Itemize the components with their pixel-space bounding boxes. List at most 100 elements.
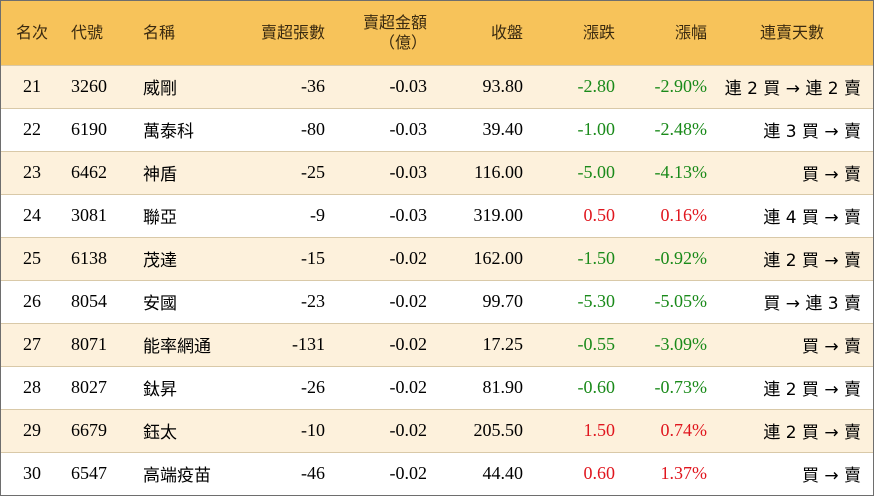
cell-code: 3081: [63, 193, 135, 237]
cell-streak: 買 → 賣: [715, 451, 873, 495]
table-row: 22 6190 萬泰科 -80 -0.03 39.40 -1.00 -2.48% 連 3 買 →…: [1, 107, 873, 151]
cell-code: 8071: [63, 322, 135, 366]
table-row: 29 6679 鈺太 -10 -0.02 205.50 1.50 0.74% 連 2 買 → 賣: [1, 408, 873, 452]
header-change-pct: 漲幅: [674, 22, 707, 42]
cell-code: 6547: [63, 451, 135, 495]
cell-code: 8027: [63, 365, 135, 409]
cell-change: -0.60: [531, 365, 623, 409]
cell-change-pct: -5.05%: [623, 279, 715, 323]
cell-name: 茂達: [135, 236, 229, 280]
cell-close: 319.00: [435, 193, 531, 237]
cell-net-sell-amount: -0.02: [333, 322, 435, 366]
cell-change-pct: -2.90%: [623, 64, 715, 108]
header-close: 收盤: [490, 22, 523, 42]
cell-code: 6190: [63, 107, 135, 151]
cell-streak: 買 → 賣: [715, 150, 873, 194]
cell-net-sell-amount: -0.02: [333, 365, 435, 409]
header-change: 漲跌: [582, 22, 615, 42]
header-rank: 名次: [15, 22, 48, 42]
cell-close: 81.90: [435, 365, 531, 409]
cell-change: 1.50: [531, 408, 623, 452]
cell-rank: 23: [1, 150, 63, 194]
header-net-sell-amount: 賣超金額 （億）: [333, 1, 435, 65]
cell-name: 鈺太: [135, 408, 229, 452]
cell-net-sell-lots: -131: [229, 322, 333, 366]
cell-change-pct: -0.73%: [623, 365, 715, 409]
cell-net-sell-lots: -26: [229, 365, 333, 409]
header-net-sell-lots: 賣超張數: [260, 22, 325, 42]
header-net-sell-amount-label: 賣超金額: [362, 12, 427, 32]
cell-change: -1.50: [531, 236, 623, 280]
cell-code: 6462: [63, 150, 135, 194]
cell-rank: 29: [1, 408, 63, 452]
cell-net-sell-amount: -0.02: [333, 408, 435, 452]
cell-name: 聯亞: [135, 193, 229, 237]
cell-change: -2.80: [531, 64, 623, 108]
cell-code: 6138: [63, 236, 135, 280]
cell-streak: 連 2 買 → 賣: [715, 408, 873, 452]
cell-net-sell-lots: -10: [229, 408, 333, 452]
cell-net-sell-lots: -46: [229, 451, 333, 495]
cell-change-pct: 1.37%: [623, 451, 715, 495]
table-row: 30 6547 高端疫苗 -46 -0.02 44.40 0.60 1.37% 買 → 賣: [1, 451, 873, 495]
cell-change-pct: 0.74%: [623, 408, 715, 452]
table-row: 23 6462 神盾 -25 -0.03 116.00 -5.00 -4.13% 買 → 賣: [1, 150, 873, 194]
cell-close: 205.50: [435, 408, 531, 452]
cell-net-sell-amount: -0.03: [333, 64, 435, 108]
cell-rank: 26: [1, 279, 63, 323]
cell-change-pct: -2.48%: [623, 107, 715, 151]
cell-code: 8054: [63, 279, 135, 323]
cell-name: 神盾: [135, 150, 229, 194]
header-net-sell-amount-unit: （億）: [378, 32, 427, 52]
cell-code: 3260: [63, 64, 135, 108]
cell-streak: 連 2 買 → 連 2 賣: [715, 64, 873, 108]
cell-close: 116.00: [435, 150, 531, 194]
cell-name: 鈦昇: [135, 365, 229, 409]
table-header: 名次 代號 名稱 賣超張數 賣超金額 （億） 收盤 漲跌 漲幅 連賣天數: [1, 1, 873, 65]
cell-rank: 21: [1, 64, 63, 108]
cell-net-sell-amount: -0.03: [333, 193, 435, 237]
cell-close: 93.80: [435, 64, 531, 108]
cell-net-sell-lots: -23: [229, 279, 333, 323]
cell-streak: 買 → 連 3 賣: [715, 279, 873, 323]
cell-code: 6679: [63, 408, 135, 452]
table-row: 24 3081 聯亞 -9 -0.03 319.00 0.50 0.16% 連 4 買 → 賣: [1, 193, 873, 237]
cell-change: -1.00: [531, 107, 623, 151]
cell-rank: 27: [1, 322, 63, 366]
cell-net-sell-lots: -25: [229, 150, 333, 194]
cell-rank: 28: [1, 365, 63, 409]
header-code: 代號: [71, 22, 104, 42]
cell-change: -5.30: [531, 279, 623, 323]
cell-rank: 22: [1, 107, 63, 151]
cell-name: 高端疫苗: [135, 451, 229, 495]
cell-change-pct: -4.13%: [623, 150, 715, 194]
cell-change: -0.55: [531, 322, 623, 366]
cell-net-sell-lots: -15: [229, 236, 333, 280]
header-streak: 連賣天數: [759, 22, 824, 42]
cell-close: 39.40: [435, 107, 531, 151]
cell-rank: 25: [1, 236, 63, 280]
cell-streak: 連 3 買 → 賣: [715, 107, 873, 151]
cell-net-sell-lots: -80: [229, 107, 333, 151]
cell-name: 安國: [135, 279, 229, 323]
cell-rank: 30: [1, 451, 63, 495]
table-row: 26 8054 安國 -23 -0.02 99.70 -5.30 -5.05% 買 → 連 3 …: [1, 279, 873, 323]
table-body: 21 3260 威剛 -36 -0.03 93.80 -2.80 -2.90% 連 2 買 → …: [1, 64, 873, 495]
table-row: 28 8027 鈦昇 -26 -0.02 81.90 -0.60 -0.73% 連 2 買 → …: [1, 365, 873, 409]
table-row: 25 6138 茂達 -15 -0.02 162.00 -1.50 -0.92% 連 2 買 →…: [1, 236, 873, 280]
cell-close: 17.25: [435, 322, 531, 366]
cell-net-sell-amount: -0.02: [333, 279, 435, 323]
header-row: 名次 代號 名稱 賣超張數 賣超金額 （億） 收盤 漲跌 漲幅 連賣天數: [1, 1, 873, 65]
cell-change: -5.00: [531, 150, 623, 194]
cell-streak: 連 4 買 → 賣: [715, 193, 873, 237]
cell-change: 0.50: [531, 193, 623, 237]
cell-change-pct: -3.09%: [623, 322, 715, 366]
cell-streak: 連 2 買 → 賣: [715, 236, 873, 280]
cell-net-sell-lots: -36: [229, 64, 333, 108]
cell-change: 0.60: [531, 451, 623, 495]
cell-streak: 買 → 賣: [715, 322, 873, 366]
header-name: 名稱: [143, 22, 176, 42]
cell-net-sell-amount: -0.03: [333, 107, 435, 151]
